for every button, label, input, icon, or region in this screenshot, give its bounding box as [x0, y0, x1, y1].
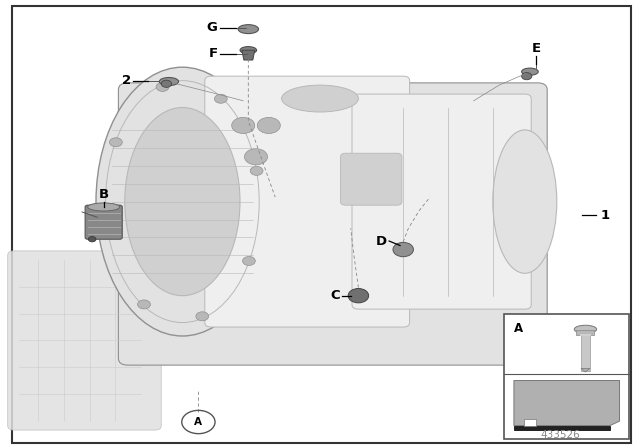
Text: D: D — [376, 234, 387, 248]
Bar — [581, 335, 590, 370]
Circle shape — [88, 237, 96, 242]
Ellipse shape — [238, 25, 259, 34]
Bar — [504, 314, 629, 439]
Circle shape — [109, 138, 122, 147]
FancyBboxPatch shape — [8, 251, 161, 430]
FancyBboxPatch shape — [340, 153, 402, 205]
Ellipse shape — [88, 203, 120, 211]
Ellipse shape — [522, 68, 538, 75]
Circle shape — [244, 149, 268, 165]
Text: G: G — [207, 21, 218, 34]
Circle shape — [250, 166, 263, 175]
FancyBboxPatch shape — [85, 205, 122, 239]
Ellipse shape — [125, 108, 240, 296]
Ellipse shape — [574, 325, 596, 333]
FancyBboxPatch shape — [352, 94, 531, 309]
Polygon shape — [514, 380, 620, 426]
Polygon shape — [514, 426, 610, 430]
Ellipse shape — [159, 78, 179, 86]
Circle shape — [196, 312, 209, 321]
Text: 1: 1 — [600, 208, 609, 222]
Text: F: F — [209, 47, 218, 60]
Text: A: A — [514, 322, 523, 335]
Circle shape — [138, 300, 150, 309]
Circle shape — [161, 80, 172, 87]
Ellipse shape — [96, 67, 269, 336]
Polygon shape — [242, 50, 255, 60]
FancyBboxPatch shape — [118, 83, 547, 365]
Ellipse shape — [493, 130, 557, 273]
Circle shape — [214, 95, 227, 103]
Text: 2: 2 — [122, 74, 131, 87]
Circle shape — [232, 117, 255, 134]
Circle shape — [348, 289, 369, 303]
Bar — [577, 330, 595, 335]
Text: C: C — [331, 289, 340, 302]
Circle shape — [156, 82, 169, 91]
Text: E: E — [532, 42, 541, 55]
FancyBboxPatch shape — [205, 76, 410, 327]
Text: B: B — [99, 188, 109, 201]
Text: A: A — [195, 417, 202, 427]
Ellipse shape — [240, 47, 257, 54]
Circle shape — [257, 117, 280, 134]
Polygon shape — [581, 368, 590, 372]
Ellipse shape — [282, 85, 358, 112]
Circle shape — [243, 256, 255, 265]
Bar — [524, 419, 536, 426]
Circle shape — [102, 228, 115, 237]
Circle shape — [522, 73, 532, 80]
Text: 433526: 433526 — [540, 430, 580, 440]
Circle shape — [393, 242, 413, 257]
